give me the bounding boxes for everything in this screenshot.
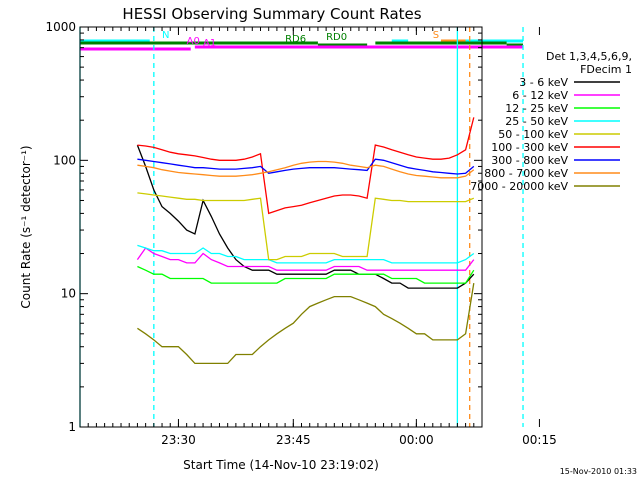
y-tick-label: 100 xyxy=(53,153,76,167)
flag-bar-label: S xyxy=(433,30,439,41)
flag-bars: N S RD0 RD6 A0 A1 xyxy=(80,30,524,51)
series-line xyxy=(137,160,475,179)
legend-entry-label: 800 - 7000 keV xyxy=(484,167,568,180)
y-axis-label: Count Rate (s⁻¹ detector⁻¹) xyxy=(19,145,33,308)
x-tick-label: 00:15 xyxy=(522,433,557,447)
series-line xyxy=(137,265,475,284)
legend-entry-label: 50 - 100 keV xyxy=(498,128,568,141)
plot-frame xyxy=(79,26,483,428)
x-tick-label: 00:00 xyxy=(399,433,434,447)
legend-entry-label: 100 - 300 keV xyxy=(491,141,568,154)
legend-title-line: FDecim 1 xyxy=(580,63,632,76)
series-group xyxy=(79,27,524,427)
legend-entry-label: 300 - 800 keV xyxy=(491,154,568,167)
date-stamp: 15-Nov-2010 01:33 xyxy=(560,467,637,476)
x-tick-label: 23:30 xyxy=(161,433,196,447)
flag-bar-label: A1 xyxy=(203,38,216,49)
series-line xyxy=(136,247,475,271)
series-line xyxy=(137,244,475,264)
y-tick-label: 1000 xyxy=(45,20,76,34)
legend-entry-label: 6 - 12 keV xyxy=(512,89,568,102)
legend-title-line: Det 1,3,4,5,6,9, xyxy=(546,50,632,63)
series-line xyxy=(137,117,475,215)
flag-bar-label: A0 xyxy=(187,36,200,47)
chart-title: HESSI Observing Summary Count Rates xyxy=(122,5,421,23)
legend-entry-label: 7000 - 20000 keV xyxy=(470,180,568,193)
series-line xyxy=(137,192,475,261)
flag-bar-label: RD0 xyxy=(326,32,347,43)
flag-bar-label: N xyxy=(162,30,169,41)
legend-entry-label: 25 - 50 keV xyxy=(505,115,568,128)
x-axis-label: Start Time (14-Nov-10 23:19:02) xyxy=(183,458,379,472)
x-tick-label: 23:45 xyxy=(276,433,311,447)
series-line xyxy=(137,158,475,175)
series-line xyxy=(136,144,475,289)
y-tick-label: 1 xyxy=(68,420,76,434)
series-line xyxy=(137,282,475,365)
legend-entry-label: 12 - 25 keV xyxy=(505,102,568,115)
y-tick-label: 10 xyxy=(61,287,76,301)
y-ticks: 1 10 100 1000 xyxy=(45,20,482,434)
legend-entry-label: 3 - 6 keV xyxy=(519,76,568,89)
flag-bar-label: RD6 xyxy=(285,34,306,45)
